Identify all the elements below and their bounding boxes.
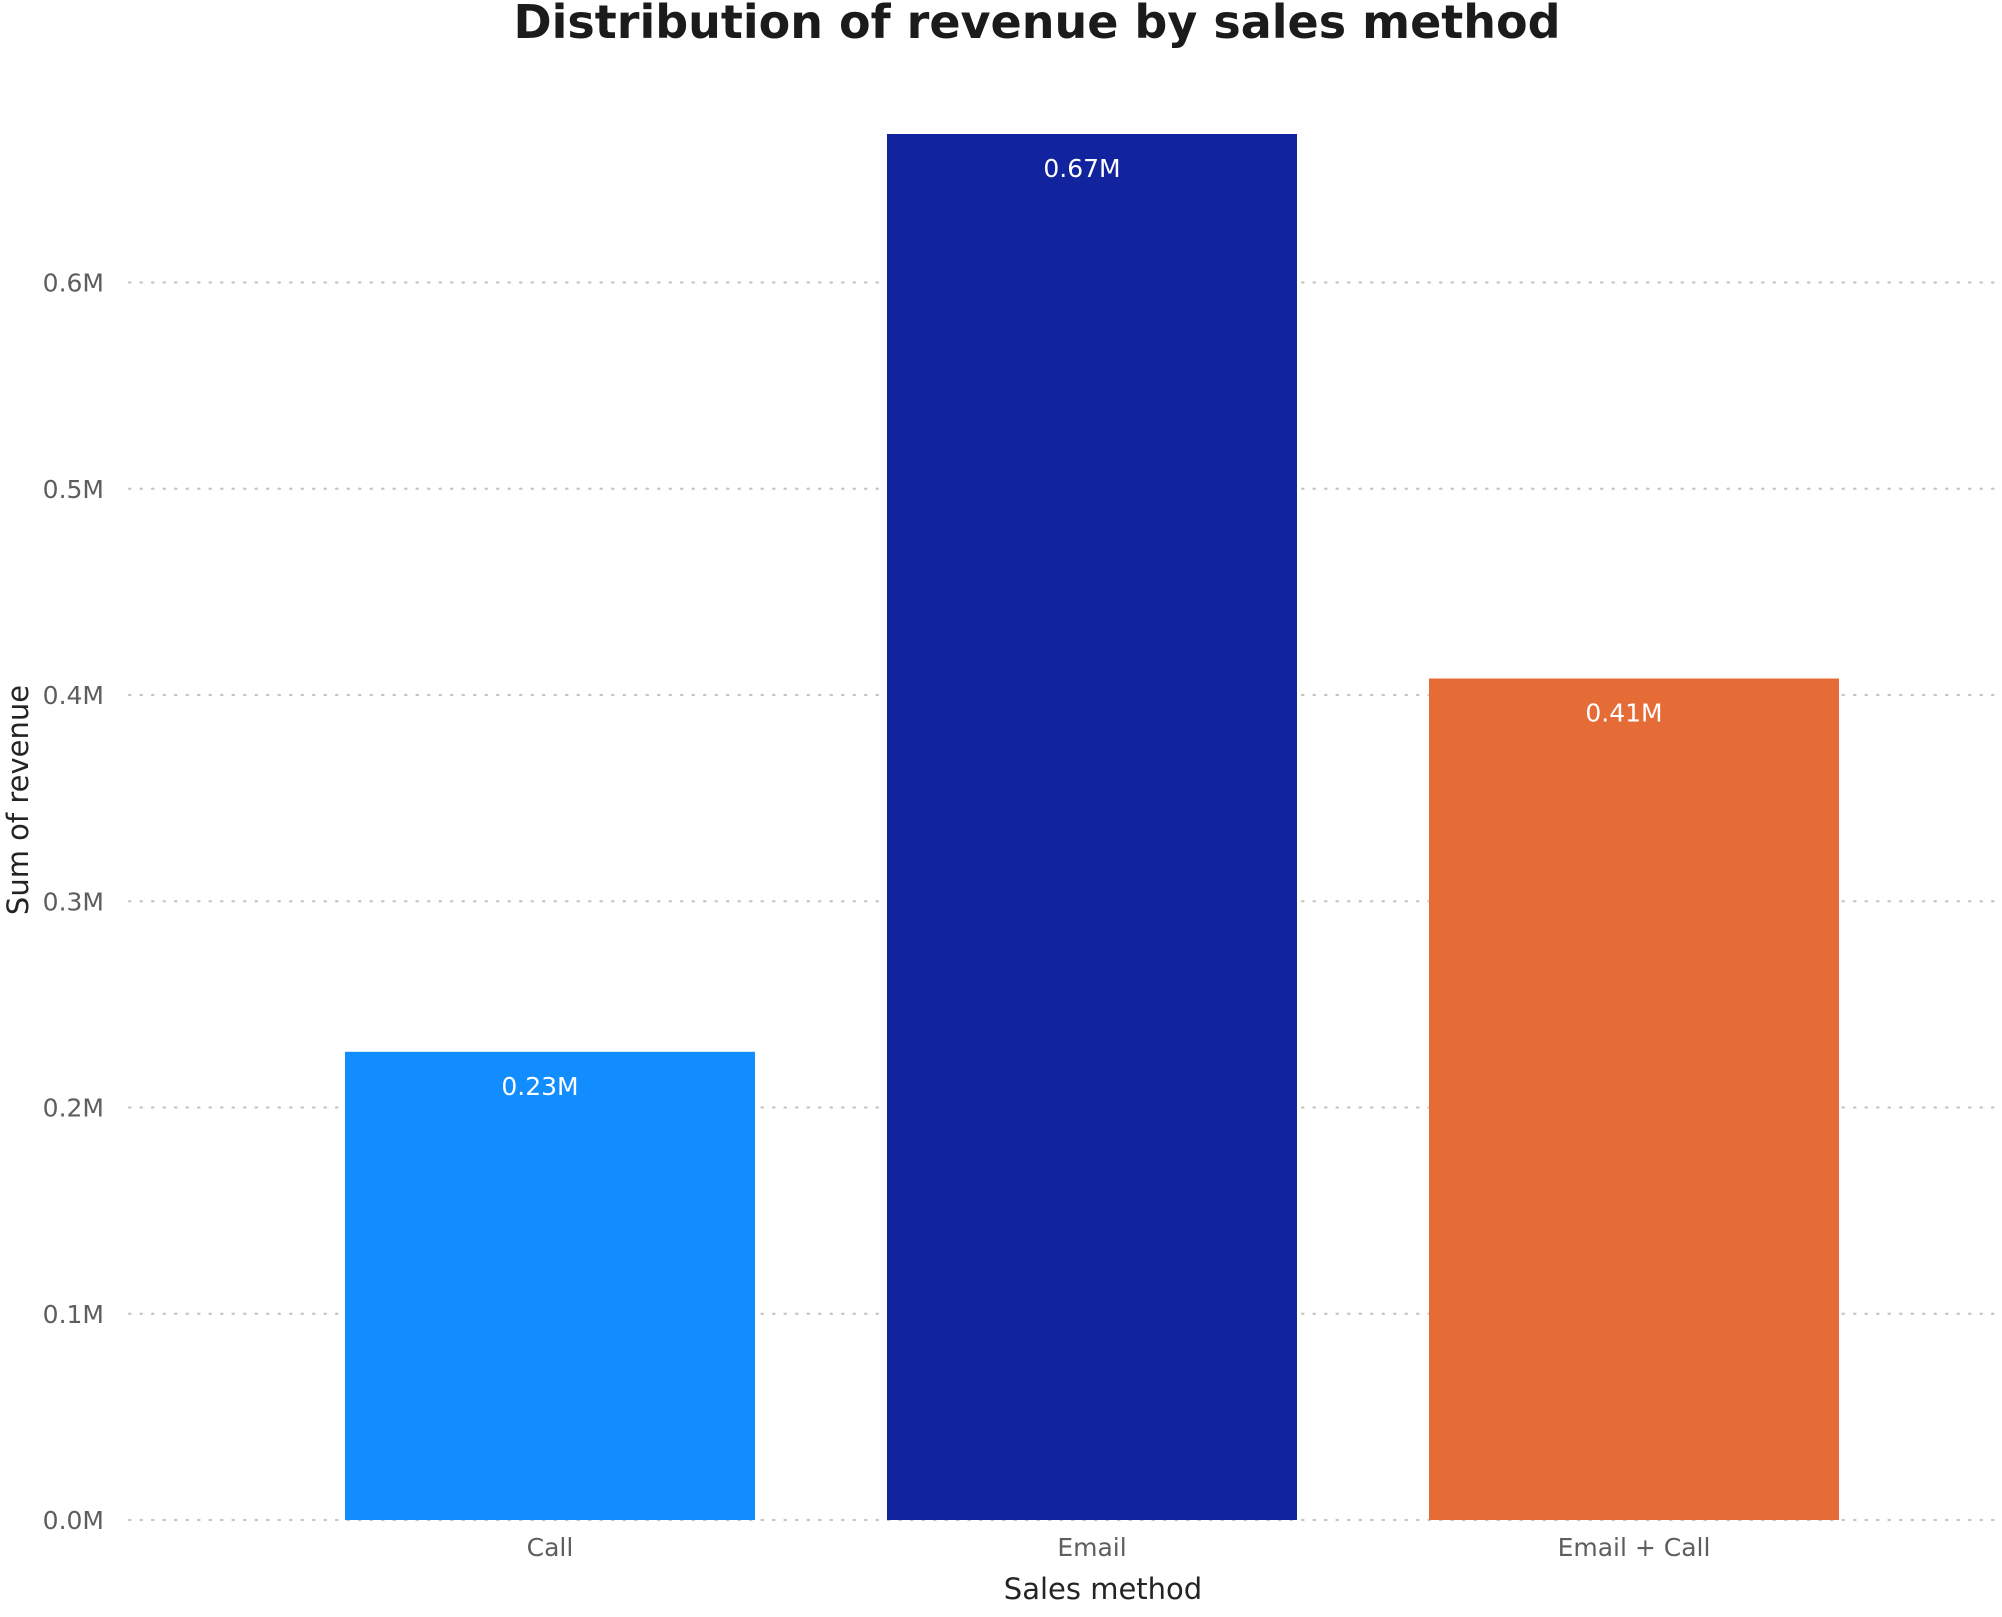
x-tick-label: Call — [527, 1533, 574, 1562]
x-tick-label: Email — [1057, 1533, 1126, 1562]
data-label: 0.67M — [1043, 154, 1120, 183]
y-tick-label: 0.0M — [43, 1506, 104, 1535]
bar — [345, 1051, 755, 1520]
y-tick-label: 0.5M — [43, 475, 104, 504]
y-axis-ticks: 0.0M 0.1M 0.2M 0.3M 0.4M 0.5M 0.6M — [43, 269, 104, 1536]
y-tick-label: 0.3M — [43, 887, 104, 916]
data-labels: 0.23M 0.67M 0.41M — [501, 154, 1662, 1101]
bar — [887, 134, 1297, 1520]
data-label: 0.41M — [1585, 699, 1662, 728]
chart-title: Distribution of revenue by sales method — [513, 0, 1560, 49]
data-label: 0.23M — [501, 1072, 578, 1101]
y-tick-label: 0.6M — [43, 269, 104, 298]
y-tick-label: 0.1M — [43, 1300, 104, 1329]
y-axis-title: Sum of revenue — [1, 685, 35, 915]
y-tick-label: 0.4M — [43, 681, 104, 710]
y-tick-label: 0.2M — [43, 1094, 104, 1123]
x-axis-ticks: Call Email Email + Call — [527, 1533, 1711, 1562]
x-tick-label: Email + Call — [1558, 1533, 1711, 1562]
bars — [345, 134, 1839, 1520]
x-axis-title: Sales method — [1004, 1572, 1202, 1606]
bar — [1429, 678, 1839, 1520]
